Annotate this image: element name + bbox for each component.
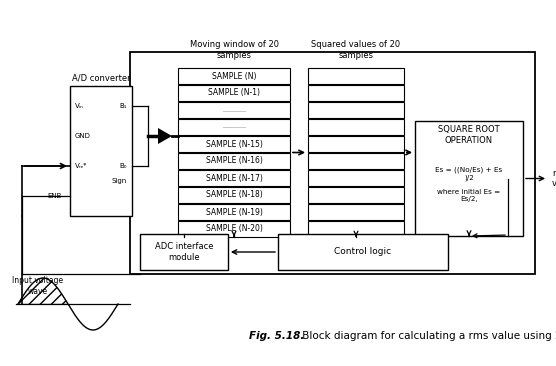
Text: SAMPLE (N-20): SAMPLE (N-20) [206,224,262,234]
Text: SAMPLE (N-18): SAMPLE (N-18) [206,190,262,199]
Bar [308,221,404,237]
Text: Es = ((No/Es) + Es
)/2

where initial Es =
Es/2,: Es = ((No/Es) + Es )/2 where initial Es … [435,167,503,202]
Text: SAMPLE (N-15): SAMPLE (N-15) [206,139,262,149]
Bar [178,204,290,220]
Text: Squared values of 20
samples: Squared values of 20 samples [311,40,400,60]
Bar [178,187,290,203]
Bar [178,119,290,135]
Text: Vᵢₙ: Vᵢₙ [75,103,84,109]
Text: B₀: B₀ [120,163,127,169]
Bar [308,119,404,135]
Bar [308,102,404,118]
Bar [308,68,404,84]
Text: ............: ............ [222,108,246,112]
Text: SAMPLE (N): SAMPLE (N) [212,71,256,81]
Text: B₁: B₁ [120,103,127,109]
Bar [178,85,290,101]
Text: Fig. 5.18.: Fig. 5.18. [249,331,305,341]
Text: Control logic: Control logic [335,247,391,257]
Text: SQUARE ROOT
OPERATION: SQUARE ROOT OPERATION [438,125,500,145]
Bar [415,121,523,236]
Text: Vᵣₑᵠ: Vᵣₑᵠ [75,163,87,169]
Bar [178,102,290,118]
Text: ............: ............ [222,124,246,130]
Bar [178,221,290,237]
Text: rms
value: rms value [552,169,556,188]
Bar [178,153,290,169]
Bar [308,204,404,220]
Text: SAMPLE (N-1): SAMPLE (N-1) [208,89,260,97]
Bar [130,52,535,274]
Bar [178,68,290,84]
Text: Sign: Sign [112,178,127,184]
Text: Moving window of 20
samples: Moving window of 20 samples [190,40,279,60]
Text: SAMPLE (N-19): SAMPLE (N-19) [206,208,262,217]
Bar [308,170,404,186]
Text: Block diagram for calculating a rms value using 20 input samples: Block diagram for calculating a rms valu… [299,331,556,341]
Text: Input voltage
wave: Input voltage wave [12,276,63,296]
Polygon shape [158,128,172,144]
Text: SAMPLE (N-17): SAMPLE (N-17) [206,173,262,183]
Text: ADC interface
module: ADC interface module [155,242,214,262]
Bar [308,153,404,169]
Bar [140,234,228,270]
Bar [178,170,290,186]
Bar [178,136,290,152]
Text: SAMPLE (N-16): SAMPLE (N-16) [206,157,262,165]
Bar [308,187,404,203]
Bar [70,86,132,216]
Bar [278,234,448,270]
Text: A/D converter: A/D converter [72,74,130,82]
Bar [308,85,404,101]
Bar [308,136,404,152]
Text: GND: GND [75,133,91,139]
Text: ENB: ENB [48,193,62,199]
